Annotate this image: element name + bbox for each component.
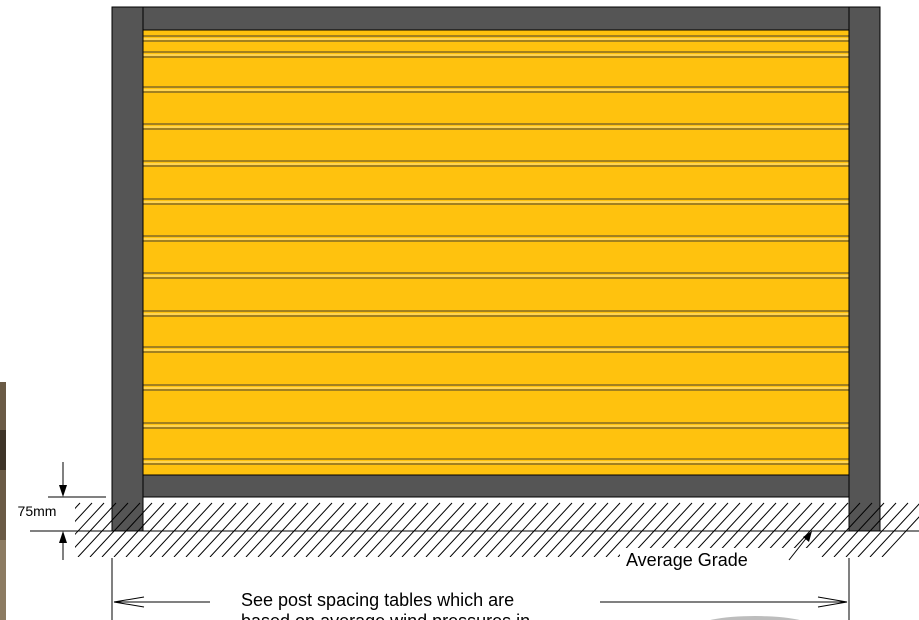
hatch-line [89,502,141,557]
hatch-line [845,502,897,557]
hatch-line [413,502,465,557]
arrow-down-icon [59,485,67,497]
hatch-gap-under-grade-label [620,548,820,560]
hatch-line [75,502,117,549]
bottom-rail [111,474,881,498]
hatch-line [257,502,309,557]
hatch-line [233,502,285,557]
hatch-line [125,502,177,557]
left-post [111,6,144,532]
hatch-line [497,502,549,557]
hatch-line [317,502,369,557]
hatch-line [305,502,357,557]
hatch-line [209,502,261,557]
hatch-line [329,502,381,557]
hatch-line [869,503,919,557]
hatch-line [605,502,657,557]
hatch-line [75,502,93,523]
hatch-line [113,502,165,557]
hatch-line [173,502,225,557]
top-rail [111,6,881,31]
hatch-line [521,502,573,557]
grade-annotation: Average Grade [626,531,812,570]
hatch-line [533,502,585,557]
hatch-line [473,502,525,557]
right-post [848,6,881,532]
hatch-line [353,502,405,557]
hatch-line [75,502,105,536]
hatch-line [161,502,213,557]
clearance-label: 75mm [18,503,57,519]
note-line-1: See post spacing tables which are [241,590,514,610]
note-line-2: based on average wind pressures in [241,611,530,620]
hatch-line [377,502,429,557]
hatch-line [593,502,645,557]
hatch-line [881,516,919,557]
hatch-line [197,502,249,557]
hatch-line [221,502,273,557]
hatch-line [425,502,477,557]
hatch-line [401,502,453,557]
leader-arrow-icon [803,531,812,542]
arrow-right-icon [817,596,848,608]
span-dimension: See post spacing tables which are based … [111,558,850,620]
photo-remnant [710,616,800,620]
infill-panel [142,29,850,476]
hatch-line [293,502,345,557]
hatch-line [509,502,561,557]
hatch-line [365,502,417,557]
hatch-line [389,502,441,557]
hatch-line [833,502,885,557]
hatch-line [101,502,153,557]
hatch-line [245,502,297,557]
hatch-line [281,502,333,557]
hatch-line [821,502,873,557]
hatch-line [185,502,237,557]
average-grade-label: Average Grade [626,550,748,570]
hatch-line [449,502,501,557]
arrow-left-icon [113,596,145,608]
hatch-line [569,502,621,557]
hatch-line [485,502,537,557]
hatch-line [149,502,201,557]
slat-grooves [143,35,849,465]
hatch-line [545,502,597,557]
hatch-line [557,502,609,557]
hatch-line [77,502,129,557]
hatch-line [857,502,909,557]
hatch-line [437,502,489,557]
hatch-line [269,502,321,557]
clearance-dimension: 75mm [18,462,106,560]
photo-fragment [0,382,6,620]
hatch-line [461,502,513,557]
hatch-line [137,502,189,557]
ground-hatching [75,502,919,557]
arrow-up-icon [59,531,67,543]
hatch-line [341,502,393,557]
hatch-line [581,502,633,557]
